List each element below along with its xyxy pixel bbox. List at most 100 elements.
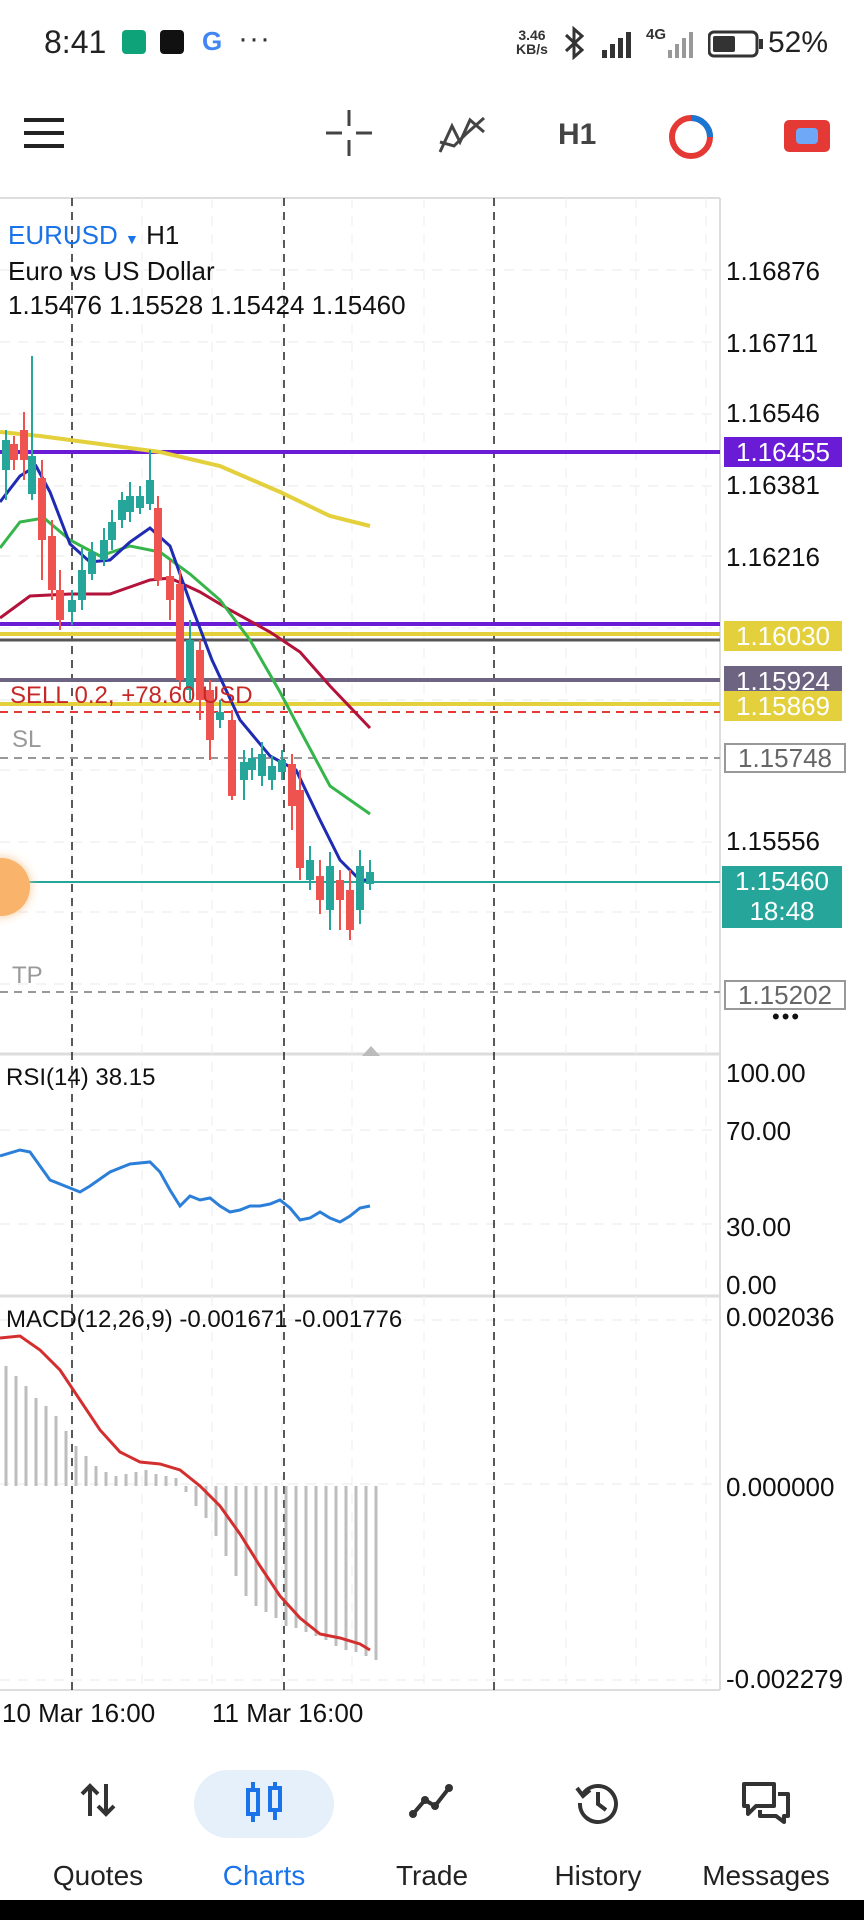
current-price-tag: 1.15460 18:48 [722, 866, 842, 928]
indicators-icon[interactable] [438, 112, 486, 156]
battery-icon [708, 30, 763, 58]
candle-body [288, 764, 296, 806]
price-level: 1.16546 [726, 398, 820, 428]
status-bar: 8:41 G ··· 3.46 KB/s 4G 52% [0, 0, 864, 86]
candle-body [216, 712, 224, 720]
symbol-name[interactable]: EURUSD [8, 220, 118, 250]
signal-icon [602, 32, 631, 58]
ma-yellow [0, 430, 371, 528]
rsi-label: RSI(14) 38.15 [6, 1064, 156, 1091]
candle-body [356, 866, 364, 910]
active-tab-indicator [194, 1770, 334, 1838]
candle-body [196, 650, 204, 700]
time-label: 11 Mar 16:00 [212, 1698, 364, 1728]
app-notification-icon [122, 30, 146, 54]
rsi-level: 30.00 [726, 1212, 792, 1242]
price-level: 1.16711 [726, 328, 819, 358]
menu-icon[interactable] [24, 116, 64, 150]
macd-signal [0, 1334, 371, 1652]
clock-icon[interactable] [668, 114, 714, 160]
period-separators [71, 198, 495, 1690]
macd-label: MACD(12,26,9) -0.001671 -0.001776 [6, 1306, 403, 1333]
status-time: 8:41 [44, 24, 107, 60]
more-notifications-icon: ··· [238, 22, 271, 55]
rsi-level: 0.00 [726, 1270, 777, 1300]
macd-histogram [0, 1334, 378, 1660]
chart-grid [0, 197, 721, 1691]
quotes-icon [80, 1783, 116, 1817]
candle-body [136, 496, 144, 508]
candle-body [336, 880, 344, 900]
battery-percent: 52% [768, 26, 829, 59]
symbol-description: Euro vs US Dollar [8, 256, 215, 286]
candle-body [206, 690, 214, 740]
trade-nav-icon [409, 1784, 453, 1818]
macd-level: -0.002279 [726, 1664, 844, 1694]
nav-charts[interactable]: Charts [184, 1748, 344, 1891]
time-label: 10 Mar 16:00 [2, 1698, 156, 1728]
macd-level: 0.000000 [726, 1472, 835, 1502]
symbol-dropdown-icon[interactable]: ▼ [125, 231, 139, 247]
candle-body [346, 890, 354, 930]
candle-body [2, 440, 10, 470]
google-icon: G [202, 26, 223, 56]
more-options-icon[interactable]: ••• [772, 1004, 802, 1029]
candle-body [146, 480, 154, 504]
candle-body [326, 866, 334, 910]
candle-body [88, 552, 96, 574]
candle-body [56, 590, 64, 620]
candle-body [228, 720, 236, 796]
order-label[interactable]: SELL 0.2, +78.60 USD [10, 682, 253, 709]
crosshair-icon[interactable] [326, 110, 372, 156]
candle-body [186, 640, 194, 690]
candle-body [10, 444, 18, 460]
candle-body [316, 876, 324, 900]
bluetooth-icon [564, 26, 585, 60]
candle-body [20, 430, 28, 460]
line-price-tag-purple: 1.16455 [724, 437, 842, 467]
timeframe-button[interactable]: H1 [558, 118, 597, 151]
trade-icon[interactable] [784, 116, 830, 156]
bottom-navigation: Quotes Charts Trade History Messages [0, 1748, 864, 1891]
history-icon [575, 1784, 618, 1824]
pane-resize-handle [362, 1046, 380, 1056]
nav-messages[interactable]: Messages [686, 1748, 846, 1891]
network-speed: 3.46 KB/s [516, 27, 548, 57]
nav-quotes[interactable]: Quotes [18, 1748, 178, 1891]
candle-body [78, 570, 86, 600]
rsi-level: 100.00 [726, 1058, 806, 1088]
price-chart[interactable] [0, 196, 864, 1726]
candle-body [306, 860, 314, 880]
sl-price-tag: 1.15748 [724, 743, 846, 773]
tp-label: TP [12, 962, 43, 989]
candle-body [296, 790, 304, 868]
candle-body [28, 456, 36, 494]
candle-body [100, 540, 108, 560]
price-level: 1.16876 [726, 256, 820, 286]
candle-body [118, 500, 126, 520]
rsi-level: 70.00 [726, 1116, 792, 1146]
nav-history[interactable]: History [518, 1748, 678, 1891]
chart-app-notification-icon [160, 30, 184, 54]
nav-trade[interactable]: Trade [352, 1748, 512, 1891]
candle-body [108, 522, 116, 540]
messages-icon [742, 1782, 790, 1824]
symbol-label[interactable]: EURUSD ▼ H1 [8, 220, 179, 251]
rsi-line [0, 1148, 371, 1224]
order-lines [0, 450, 720, 1056]
candle-body [278, 760, 286, 772]
candle-body [176, 584, 184, 680]
ma-blue [0, 463, 372, 882]
signal-2-icon [668, 32, 693, 58]
candle-body [240, 762, 248, 780]
candle-body [258, 754, 266, 776]
rsi-polyline [0, 1148, 371, 1224]
price-level: 1.15556 [726, 826, 820, 856]
candle-body [166, 576, 174, 600]
candle-body [68, 600, 76, 612]
sl-label: SL [12, 726, 42, 753]
candle-body [48, 536, 56, 590]
macd-level: 0.002036 [726, 1302, 835, 1332]
candle-body [126, 496, 134, 512]
candle-body [268, 766, 276, 780]
